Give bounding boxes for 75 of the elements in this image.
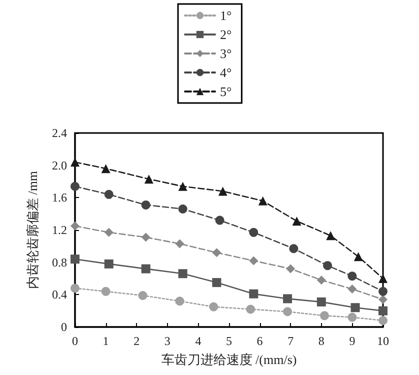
point [283, 294, 292, 304]
point [283, 307, 292, 316]
x-tick-label: 4 [195, 334, 202, 348]
y-tick-label: 0.8 [52, 255, 67, 270]
point [70, 254, 80, 264]
point [378, 274, 388, 283]
legend-label: 2° [220, 27, 232, 42]
y-axis-title: 内齿轮齿廓偏差 /mm [25, 170, 40, 290]
point [175, 239, 184, 248]
point [320, 311, 329, 320]
legend-label: 1° [220, 8, 232, 23]
point [70, 158, 80, 167]
point [326, 231, 336, 240]
y-tick-label: 2.4 [52, 126, 67, 140]
point [348, 272, 357, 281]
point [348, 312, 357, 322]
x-tick-label: 3 [164, 334, 170, 348]
y-tick-label: 2.0 [52, 158, 67, 172]
legend-label: 3° [220, 46, 232, 61]
point [70, 182, 80, 191]
point [378, 316, 388, 326]
point [292, 216, 302, 226]
point [378, 286, 388, 296]
point [101, 164, 110, 174]
point [249, 228, 258, 237]
point [316, 276, 326, 285]
point [246, 304, 256, 314]
point [378, 295, 388, 304]
point [323, 261, 332, 270]
point [212, 278, 222, 288]
point [104, 259, 114, 268]
point [138, 290, 148, 300]
point [286, 264, 296, 274]
y-tick-label: 1.2 [52, 223, 67, 237]
point [218, 186, 228, 196]
point [350, 303, 360, 312]
x-tick-label: 10 [377, 334, 389, 348]
x-axis-title: 车齿刀进给速度 /(mm/s) [161, 352, 297, 367]
point [104, 228, 114, 237]
point [141, 200, 150, 210]
x-tick-label: 2 [134, 334, 140, 348]
point [249, 256, 258, 266]
x-tick-label: 0 [72, 334, 78, 348]
point [70, 221, 80, 230]
legend-label: 4° [220, 65, 232, 80]
point [141, 232, 150, 242]
point [378, 306, 388, 316]
point [101, 286, 110, 296]
y-tick-label: 0.4 [52, 288, 67, 302]
point [178, 269, 188, 278]
point [70, 284, 80, 293]
point [215, 216, 224, 225]
point [178, 204, 188, 214]
legend-label: 5° [220, 84, 232, 99]
x-tick-label: 1 [102, 334, 109, 348]
x-tick-label: 7 [288, 334, 294, 348]
point [258, 196, 268, 206]
point [289, 244, 298, 254]
point [316, 297, 326, 306]
point [212, 248, 222, 258]
point [348, 284, 357, 294]
y-tick-label: 1.6 [52, 190, 67, 205]
x-tick-label: 6 [256, 334, 263, 348]
point [249, 289, 258, 298]
point [104, 190, 114, 199]
point [175, 296, 184, 306]
x-tick-label: 8 [318, 334, 324, 348]
y-tick-label: 0 [61, 320, 67, 334]
point [354, 252, 363, 262]
x-tick-label: 9 [349, 334, 356, 348]
point [141, 264, 150, 274]
x-tick-label: 5 [226, 334, 232, 348]
point [178, 182, 188, 191]
point [209, 302, 218, 312]
point [144, 174, 154, 184]
